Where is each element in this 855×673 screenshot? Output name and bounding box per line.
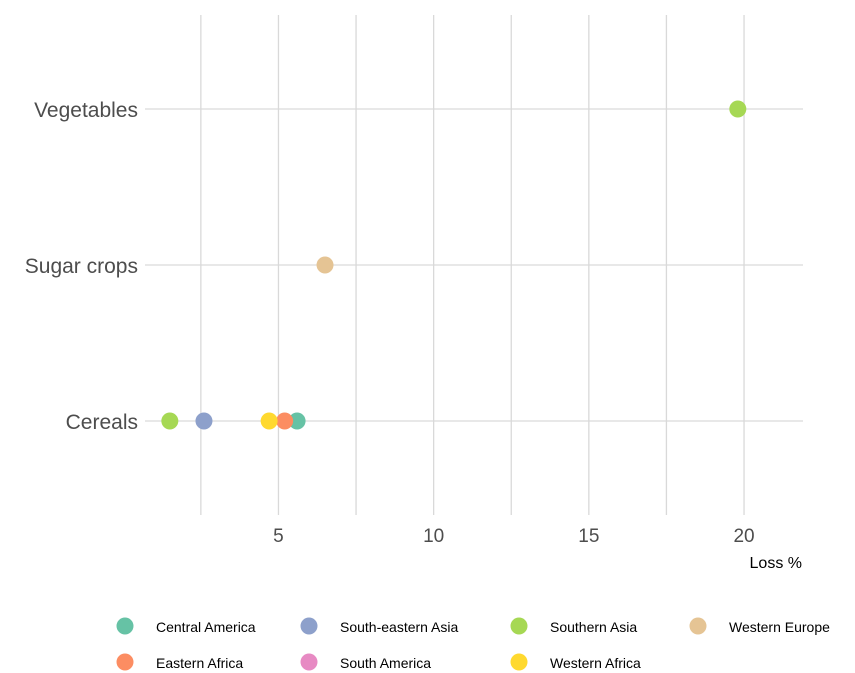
grid-lines [145,15,803,515]
legend-swatch [510,617,528,635]
legend-swatch [116,653,134,671]
data-point [288,412,306,430]
x-tick-label: 10 [423,526,444,547]
legend: Central America South-eastern Asia Souther… [116,617,830,671]
y-tick-label: Sugar crops [25,255,138,278]
data-point [161,412,179,430]
x-tick-label: 20 [733,526,754,547]
data-points [161,100,747,430]
y-tick-label: Vegetables [34,99,138,122]
x-tick-labels: 5 10 15 20 [273,526,754,547]
legend-swatch [116,617,134,635]
legend-label: Eastern Africa [156,655,243,671]
legend-swatch [300,617,318,635]
data-point [276,412,294,430]
legend-label: Western Europe [729,619,830,635]
data-point [316,256,334,274]
data-point [260,412,278,430]
legend-label: Western Africa [550,655,641,671]
legend-label: Southern Asia [550,619,637,635]
data-point [729,100,747,118]
y-tick-labels: Cereals Sugar crops Vegetables [25,99,138,434]
x-tick-label: 15 [578,526,599,547]
legend-label: South America [340,655,431,671]
x-axis-label: Loss % [750,555,802,572]
legend-swatch [689,617,707,635]
x-tick-label: 5 [273,526,284,547]
legend-label: Central America [156,619,256,635]
legend-swatch [510,653,528,671]
data-point [195,412,213,430]
legend-label: South-eastern Asia [340,619,459,635]
y-tick-label: Cereals [66,411,138,434]
legend-swatch [300,653,318,671]
